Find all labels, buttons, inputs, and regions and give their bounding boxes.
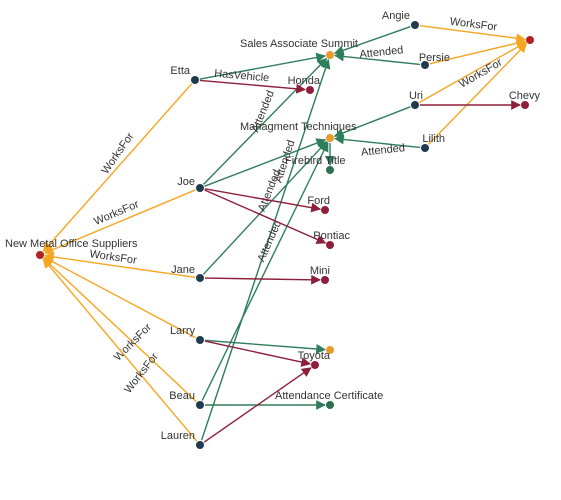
node-label: Larry [170,325,196,337]
edge-label: WorksFor [89,248,138,267]
node-lilith [421,144,429,152]
node-label: Beau [169,390,195,402]
node-lauren [196,441,204,449]
node-label: Lilith [422,133,445,145]
node-label: Pontiac [313,230,350,242]
node-label: Chevy [509,90,541,102]
node-beau [196,401,204,409]
node-label: New Metal Office Suppliers [5,238,138,250]
node-pontiac [326,241,334,249]
edge [43,84,191,252]
node-org2 [526,36,534,44]
node-toyota [311,361,319,369]
node-ford [321,206,329,214]
node-label: Jane [171,264,195,276]
node-joe [196,184,204,192]
node-chevy [521,101,529,109]
node-etta [191,76,199,84]
node-jane [196,274,204,282]
edge-label: WorksFor [99,130,136,176]
node-mgmt [326,134,334,142]
node-label: Uri [409,90,423,102]
node-uri [411,101,419,109]
edge [205,278,320,280]
edge [43,259,197,441]
edge-label: Attended [360,142,405,159]
node-angie [411,21,419,29]
node-label: Angie [382,10,410,22]
node-honda [306,86,314,94]
node-label: Ford [307,195,330,207]
node-summit [326,51,334,59]
edge-label: WorksFor [122,351,161,396]
node-label: Attendance Certificate [275,390,383,402]
network-diagram: WorksForWorksForWorksForWorksForWorksFor… [0,0,561,500]
node-larry [196,336,204,344]
node-nmos [36,251,44,259]
node-label: Managment Techniques [240,121,357,133]
edge-label: Attended [359,44,404,61]
node-label: Toyota [298,350,331,362]
node-firebird [326,166,334,174]
node-label: Firebird Title [285,155,346,167]
node-label: Persie [419,52,450,64]
node-label: Joe [177,176,195,188]
node-mini [321,276,329,284]
node-label: Sales Associate Summit [240,38,358,50]
node-label: Lauren [161,430,195,442]
node-cert [326,401,334,409]
node-label: Mini [310,265,330,277]
node-label: Etta [170,65,190,77]
node-label: Honda [288,75,321,87]
